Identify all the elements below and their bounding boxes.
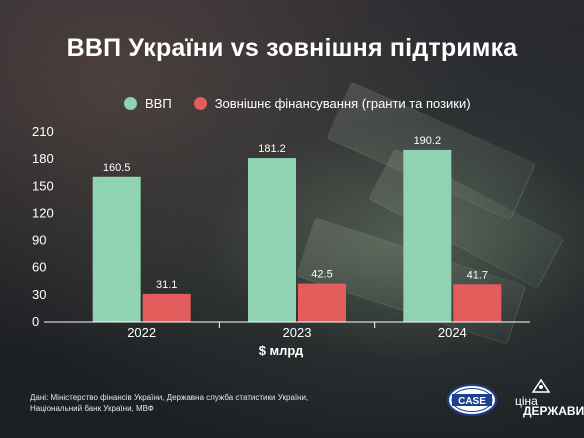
bar-gdp [248,158,296,322]
data-label: 42.5 [311,269,332,281]
case-logo-text: CASE [458,396,486,407]
x-tick-label: 2023 [283,325,312,340]
legend-dot-gdp [124,97,137,110]
legend: ВВП Зовнішнє фінансування (гранти та поз… [124,96,493,111]
cina-logo-line1: ціна [515,394,538,408]
x-axis-title: $ млрд [259,343,304,358]
bar-gdp [92,176,141,322]
cina-logo-line2: ДЕРЖАВИ [523,404,584,418]
y-tick-label: 0 [32,314,39,329]
y-tick-label: 150 [32,178,54,193]
data-label: 31.1 [156,279,177,291]
legend-item-external: Зовнішнє фінансування (гранти та позики) [193,96,471,111]
legend-label-external: Зовнішнє фінансування (гранти та позики) [214,96,471,111]
bar-external [142,293,191,322]
legend-item-gdp: ВВП [124,96,172,111]
y-tick-label: 180 [32,151,54,166]
data-label: 181.2 [258,143,286,155]
cina-logo-mark-icon [531,378,551,393]
chart-title: ВВП України vs зовнішня підтримка [66,34,518,62]
y-tick-label: 90 [32,233,46,248]
y-tick-label: 60 [32,260,46,275]
bar-external [453,284,502,322]
cina-derzhavy-logo-icon: ціна ДЕРЖАВИ [507,376,584,426]
x-tick-label: 2024 [438,325,467,340]
data-label: 160.5 [103,162,131,174]
legend-label-gdp: ВВП [145,96,172,111]
y-tick-label: 120 [32,205,54,220]
data-label: 41.7 [467,269,488,281]
x-tick-label: 2022 [127,325,156,340]
source-note: Дані: Міністерство фінансів України, Дер… [30,393,309,413]
case-logo-icon: CASE [447,384,497,416]
data-label: 190.2 [414,135,442,147]
bar-gdp [403,149,452,322]
bar-external [298,283,346,322]
y-tick-label: 30 [32,287,46,302]
legend-dot-external [193,97,207,110]
y-tick-label: 210 [32,124,54,139]
